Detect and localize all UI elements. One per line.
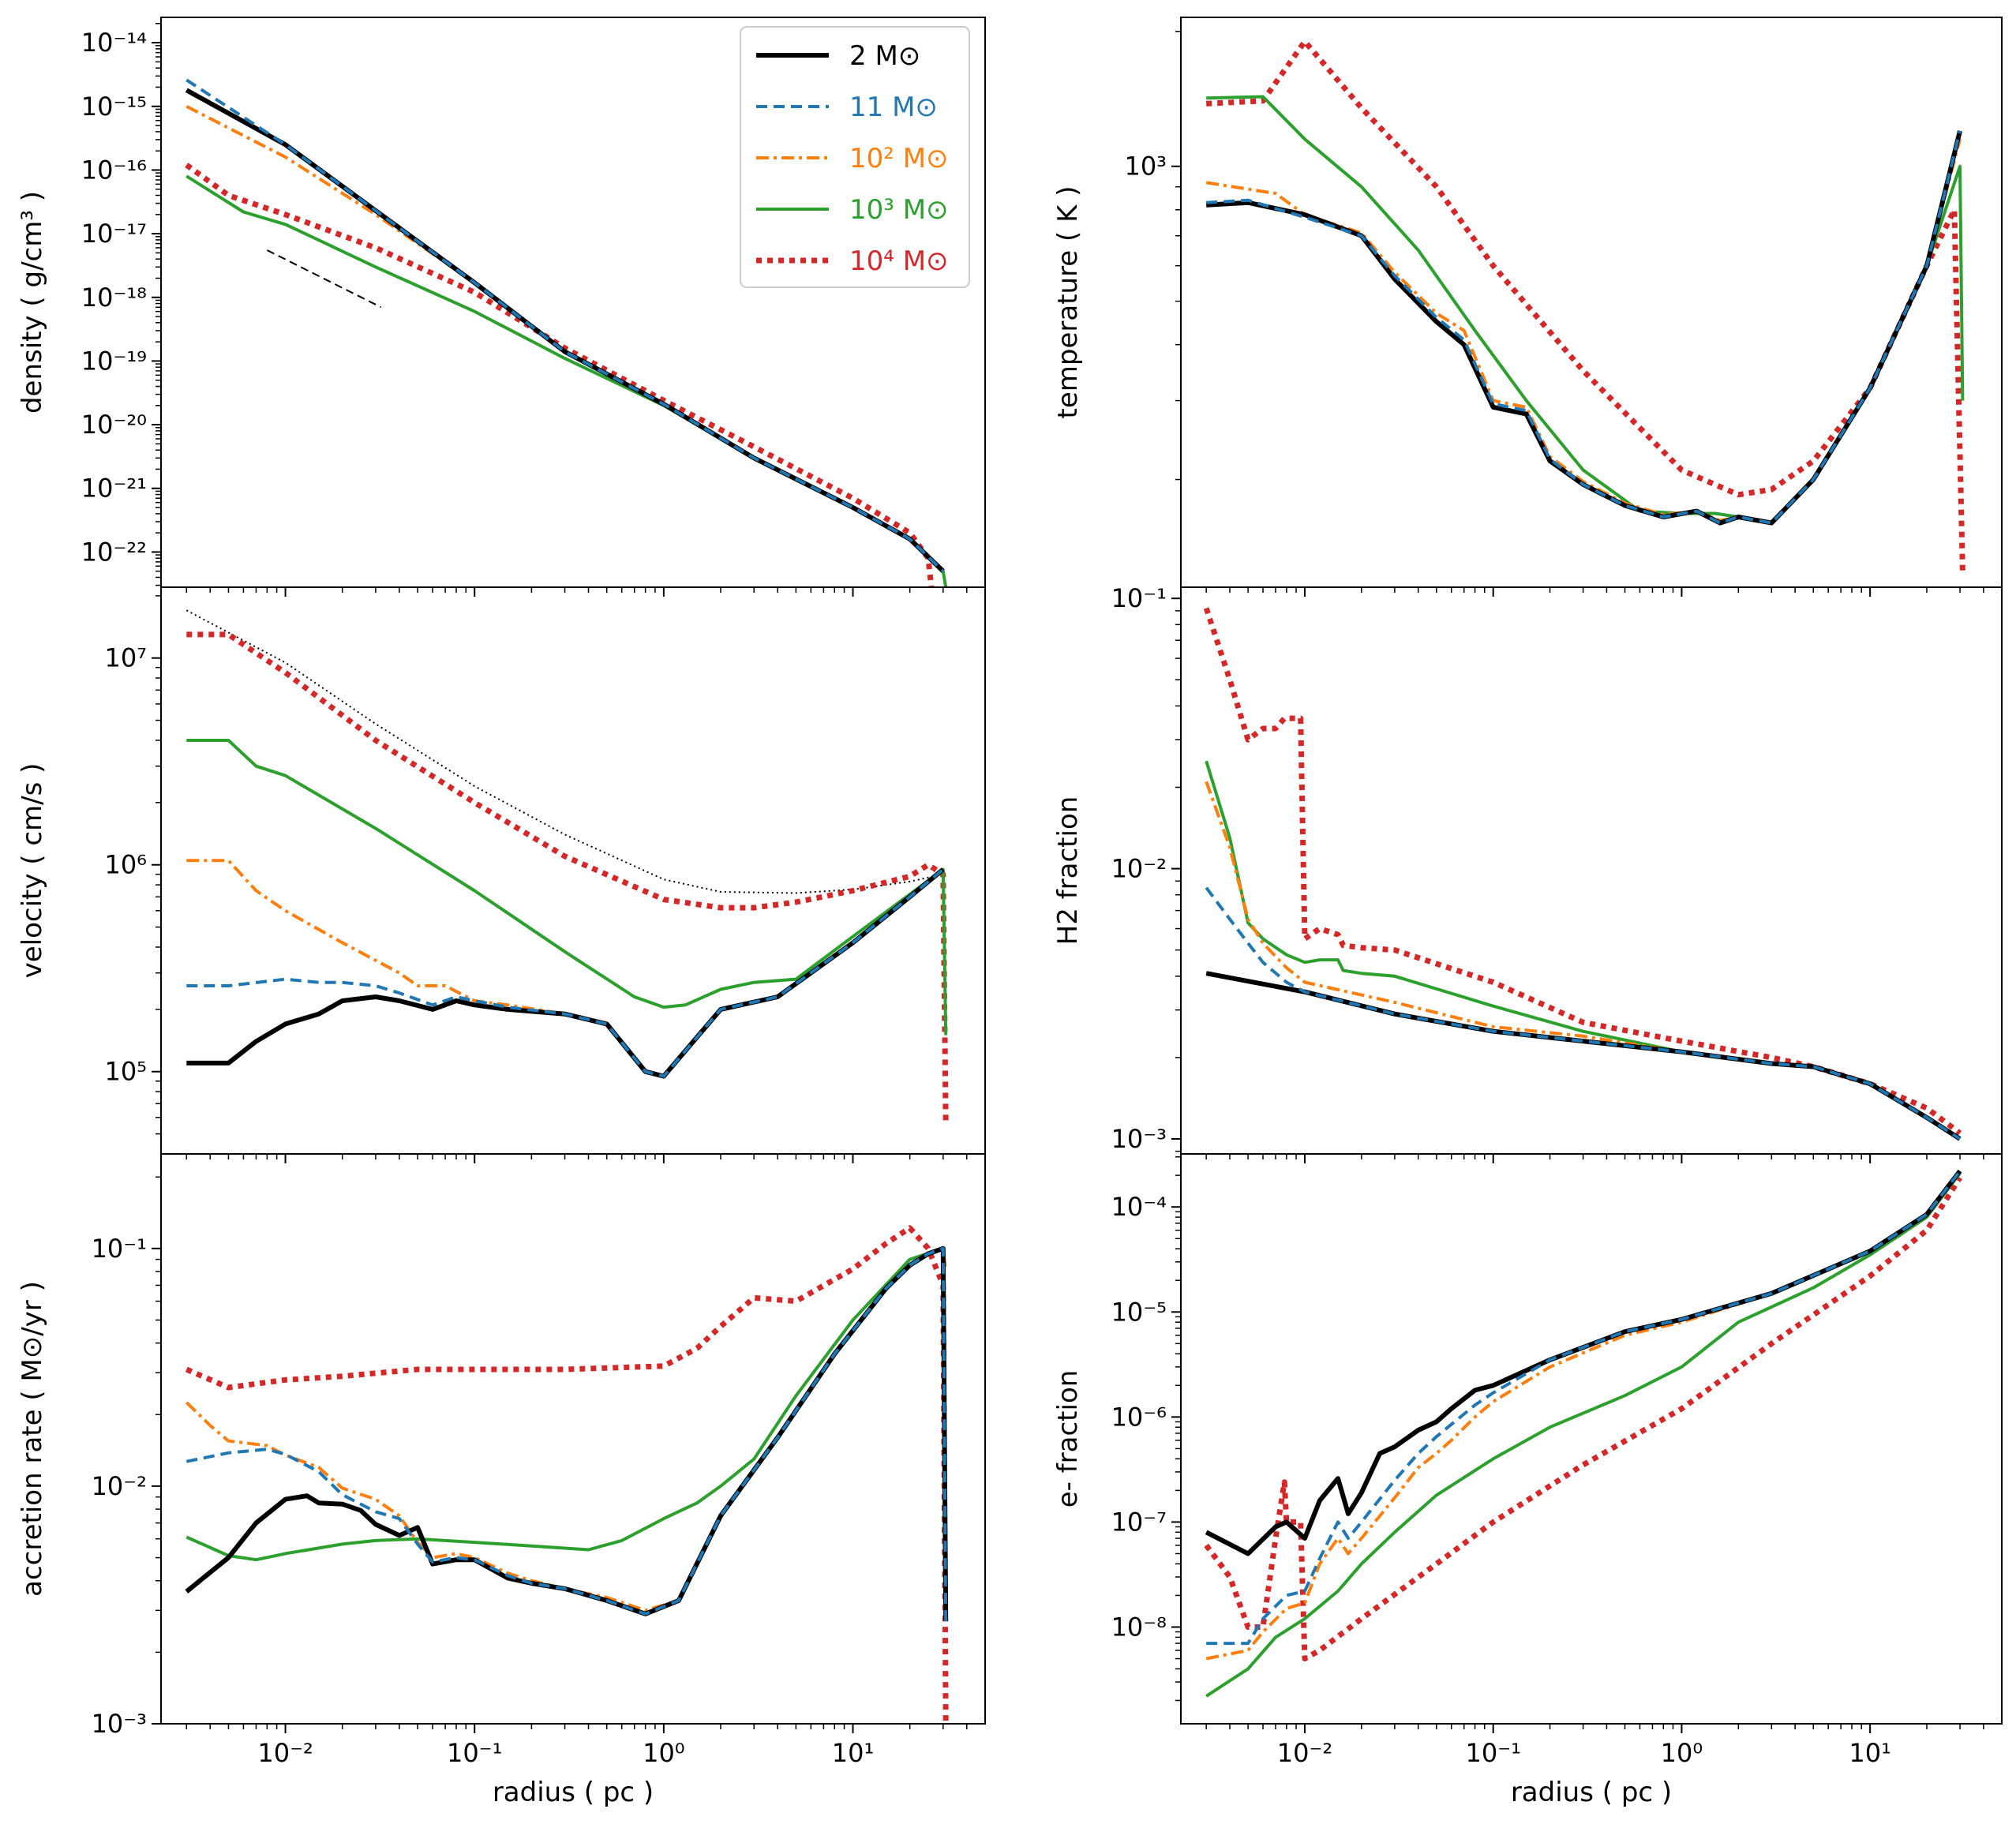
accretion-y-tick-label: 10⁻¹ xyxy=(92,1234,147,1264)
temperature-ylabel: temperature ( K ) xyxy=(1052,186,1084,419)
electron-y-tick-label: 10⁻⁴ xyxy=(1111,1192,1167,1222)
temperature-plot-area xyxy=(1205,39,1965,571)
velocity-plot-area xyxy=(185,609,949,1125)
density-y-tick-label: 10⁻¹⁴ xyxy=(81,28,147,58)
accretion-y-tick-label: 10⁻³ xyxy=(92,1709,147,1739)
h2-series-11 xyxy=(1205,886,1962,1140)
accretion-axes-frame xyxy=(160,1153,986,1725)
panel-temperature: temperature ( K ) 10³ xyxy=(1052,17,2003,597)
legend: 2 M⊙ 11 M⊙ 10² M⊙ 10³ M⊙ 10⁴ M⊙ xyxy=(740,26,970,288)
panel-velocity: velocity ( cm/s ) 10⁷ 10⁶ 10⁵ xyxy=(17,586,986,1163)
electron-x-tick-label: 10⁻¹ xyxy=(1465,1738,1520,1768)
electron-plot-area xyxy=(1204,1169,1962,1698)
velocity-series-11 xyxy=(186,868,945,1078)
accretion-ylabel: accretion rate ( M⊙/yr ) xyxy=(17,1281,48,1597)
electron-series-2 xyxy=(1205,1169,1962,1556)
velocity-y-tick-label: 10⁷ xyxy=(104,643,147,673)
legend-label-2: 2 M⊙ xyxy=(849,40,920,72)
legend-box xyxy=(740,26,970,288)
electron-y-tick-label: 10⁻⁸ xyxy=(1111,1612,1167,1642)
density-guide-line xyxy=(266,249,382,309)
accretion-plot-area xyxy=(185,1225,949,1724)
panel-density: density ( g/cm³ ) 10⁻¹⁴ 10⁻¹⁵ 10⁻¹⁶ 10⁻¹⁷ 10… xyxy=(17,17,986,597)
h2-series-1000 xyxy=(1205,760,1962,1140)
electron-x-tick-label: 10⁻² xyxy=(1277,1738,1332,1768)
electron-x-tick-label: 10⁰ xyxy=(1661,1738,1703,1768)
h2-ylabel: H2 fraction xyxy=(1052,796,1084,946)
electron-y-tick-label: 10⁻⁵ xyxy=(1111,1297,1167,1327)
h2-series-10000 xyxy=(1203,607,1962,1136)
velocity-guide-line xyxy=(185,609,944,894)
h2-y-tick-label: 10⁻³ xyxy=(1111,1124,1167,1154)
accretion-xlabel: radius ( pc ) xyxy=(493,1777,654,1808)
density-y-tick-label: 10⁻¹⁵ xyxy=(81,92,147,122)
density-y-tick-label: 10⁻¹⁷ xyxy=(81,219,147,249)
accretion-x-tick-label: 10⁻¹ xyxy=(447,1738,502,1768)
panel-electron: e- fraction radius ( pc ) 10⁻² 10⁻¹ 10⁰ 10¹… xyxy=(1052,1153,2003,1808)
panel-h2: H2 fraction 10⁻¹ 10⁻² 10⁻³ xyxy=(1052,583,2003,1163)
electron-axes-frame xyxy=(1180,1153,2003,1725)
temperature-y-tick-label: 10³ xyxy=(1124,152,1167,182)
accretion-y-tick-label: 10⁻² xyxy=(92,1471,147,1501)
panel-accretion: accretion rate ( M⊙/yr ) radius ( pc ) 1… xyxy=(17,1153,986,1808)
density-y-tick-label: 10⁻¹⁸ xyxy=(81,283,147,313)
density-series-11 xyxy=(185,78,945,573)
velocity-y-tick-label: 10⁶ xyxy=(104,850,147,880)
temperature-series-1000 xyxy=(1206,95,1965,525)
temperature-series-2 xyxy=(1206,130,1962,526)
electron-y-tick-label: 10⁻⁶ xyxy=(1111,1402,1167,1432)
h2-axes-frame xyxy=(1180,586,2003,1155)
density-y-tick-label: 10⁻²¹ xyxy=(81,474,147,504)
h2-y-tick-label: 10⁻¹ xyxy=(1111,583,1167,613)
density-y-tick-label: 10⁻¹⁶ xyxy=(81,155,147,185)
velocity-axes-frame xyxy=(160,586,986,1155)
accretion-series-1000 xyxy=(185,1246,948,1622)
temperature-series-10000 xyxy=(1206,39,1965,571)
h2-plot-area xyxy=(1203,607,1962,1141)
legend-label-10000: 10⁴ M⊙ xyxy=(849,245,949,277)
accretion-x-tick-label: 10¹ xyxy=(832,1738,875,1768)
velocity-series-10000 xyxy=(186,631,949,1125)
electron-y-tick-label: 10⁻⁷ xyxy=(1111,1507,1167,1537)
legend-label-1000: 10³ M⊙ xyxy=(849,194,949,226)
density-series-10000 xyxy=(185,163,935,587)
accretion-series-2 xyxy=(185,1245,949,1622)
velocity-series-1000 xyxy=(186,739,948,1036)
accretion-series-100 xyxy=(185,1246,948,1612)
accretion-x-tick-label: 10⁻² xyxy=(257,1738,313,1768)
temperature-axes-frame xyxy=(1180,17,2003,588)
h2-y-tick-label: 10⁻² xyxy=(1111,854,1167,884)
legend-label-11: 11 M⊙ xyxy=(849,92,938,123)
accretion-series-11 xyxy=(185,1246,948,1622)
velocity-ylabel: velocity ( cm/s ) xyxy=(17,763,48,979)
density-y-tick-label: 10⁻²² xyxy=(81,537,147,567)
temperature-series-11 xyxy=(1206,130,1962,525)
accretion-x-tick-label: 10⁰ xyxy=(643,1738,685,1768)
density-y-tick-label: 10⁻²⁰ xyxy=(81,410,147,440)
density-plot-area xyxy=(185,78,948,587)
density-y-tick-label: 10⁻¹⁹ xyxy=(81,346,147,376)
electron-series-10000 xyxy=(1204,1176,1962,1661)
electron-x-tick-label: 10¹ xyxy=(1849,1738,1891,1768)
density-ylabel: density ( g/cm³ ) xyxy=(17,191,48,414)
h2-series-2 xyxy=(1205,971,1962,1141)
electron-xlabel: radius ( pc ) xyxy=(1511,1777,1672,1808)
temperature-series-100 xyxy=(1205,138,1962,525)
accretion-series-10000 xyxy=(185,1225,949,1724)
electron-ylabel: e- fraction xyxy=(1052,1370,1084,1508)
velocity-y-tick-label: 10⁵ xyxy=(104,1057,147,1087)
legend-label-100: 10² M⊙ xyxy=(849,143,949,174)
velocity-series-2 xyxy=(186,867,945,1079)
electron-series-1000 xyxy=(1205,1172,1962,1698)
electron-series-11 xyxy=(1206,1170,1962,1646)
